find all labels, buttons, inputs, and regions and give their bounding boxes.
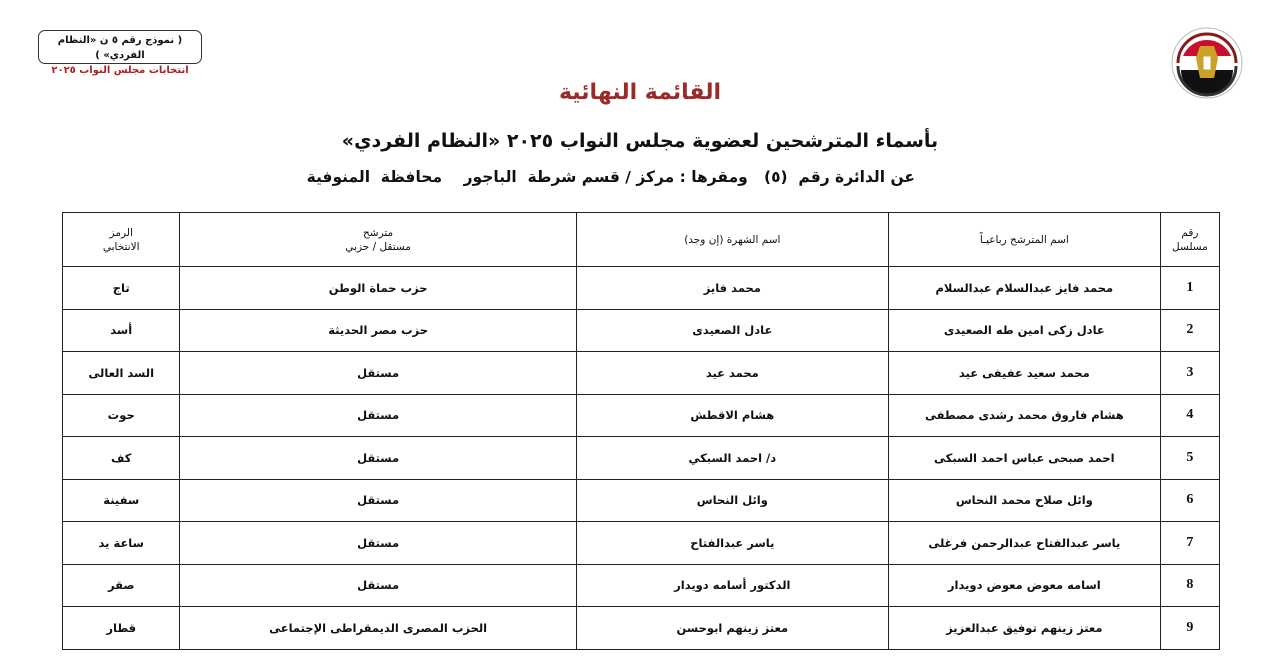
cell-party: مستقل (179, 393, 577, 437)
header-symbol-line1: الرمز (109, 226, 133, 239)
cell-name: اسامه معوض معوض دويدار (887, 563, 1161, 607)
cell-name: عادل زكى امين طه الصعيدى (887, 308, 1161, 352)
form-number-label: ( نموذج رقم ٥ ن «النظام الفردي» ) (57, 35, 183, 61)
page-title: القائمة النهائية (558, 80, 722, 105)
cell-nickname: محمد عيد (575, 351, 889, 395)
cell-number: 3 (1159, 351, 1221, 395)
cell-party: مستقل (179, 563, 577, 607)
cell-symbol: السد العالى (61, 351, 181, 395)
cell-number: 8 (1159, 563, 1221, 607)
cell-symbol: قطار (61, 606, 181, 650)
header-name: اسم المترشح رباعيـاً (887, 212, 1161, 267)
cell-party: مستقل (179, 436, 577, 480)
cell-symbol: تاج (61, 266, 181, 310)
cell-name: ياسر عبدالفتاح عبدالرحمن فرغلى (887, 521, 1161, 565)
table-row: 5 احمد صبحى عباس احمد السبكى د/ احمد السبك… (61, 436, 1221, 480)
form-number-box: ( نموذج رقم ٥ ن «النظام الفردي» ) انتخاب… (38, 30, 202, 76)
header-symbol-line2: الانتخابي (102, 240, 140, 253)
table-header-row: رقم مسلسل اسم المترشح رباعيـاً اسم الشهر… (61, 212, 1221, 267)
cell-nickname: معتز زينهم ابوحسن (575, 606, 889, 650)
table-row: 6 وائل صلاح محمد النحاس وائل النحاس مستقل سف… (61, 478, 1221, 522)
header-number: رقم مسلسل (1159, 212, 1221, 267)
cell-symbol: سفينة (61, 478, 181, 522)
header-number-line2: مسلسل (1172, 240, 1208, 253)
cell-nickname: الدكتور أسامه دويدار (575, 563, 889, 607)
cell-party: مستقل (179, 521, 577, 565)
cell-party: مستقل (179, 351, 577, 395)
cell-party: الحزب المصرى الديمقراطى الإجتماعى (179, 606, 577, 650)
cell-symbol: ساعة يد (61, 521, 181, 565)
cell-symbol: حوت (61, 393, 181, 437)
candidates-table: رقم مسلسل اسم المترشح رباعيـاً اسم الشهر… (61, 212, 1221, 650)
cell-party: حزب مصر الحديثة (179, 308, 577, 352)
cell-name: وائل صلاح محمد النحاس (887, 478, 1161, 522)
header-symbol: الرمز الانتخابي (61, 212, 181, 267)
cell-name: هشام فاروق محمد رشدى مصطفى (887, 393, 1161, 437)
header-party: مترشح مستقل / حزبي (179, 212, 577, 267)
cell-number: 5 (1159, 436, 1221, 480)
cell-name: محمد سعيد عفيفى عيد (887, 351, 1161, 395)
cell-nickname: عادل الصعيدى (575, 308, 889, 352)
cell-name: معتز زينهم توفيق عبدالعزيز (887, 606, 1161, 650)
cell-nickname: هشام الاقطش (575, 393, 889, 437)
table-row: 9 معتز زينهم توفيق عبدالعزيز معتز زينهم اب… (61, 606, 1221, 650)
cell-number: 4 (1159, 393, 1221, 437)
table-row: 1 محمد فايز عبدالسلام عبدالسلام محمد فايز ح… (61, 266, 1221, 310)
header-nickname: اسم الشهرة (إن وجد) (575, 212, 889, 267)
cell-name: محمد فايز عبدالسلام عبدالسلام (887, 266, 1161, 310)
header-number-line1: رقم (1181, 226, 1199, 239)
table-row: 7 ياسر عبدالفتاح عبدالرحمن فرغلى ياسر عبدا… (61, 521, 1221, 565)
cell-party: حزب حماة الوطن (179, 266, 577, 310)
cell-number: 2 (1159, 308, 1221, 352)
district-info: عن الدائرة رقم (٥) ومقرها : مركز / قسم ش… (306, 168, 915, 186)
cell-symbol: صقر (61, 563, 181, 607)
cell-nickname: د/ احمد السبكي (575, 436, 889, 480)
page-subtitle: بأسماء المترشحين لعضوية مجلس النواب ٢٠٢٥… (341, 130, 939, 152)
cell-number: 1 (1159, 266, 1221, 310)
cell-party: مستقل (179, 478, 577, 522)
cell-number: 7 (1159, 521, 1221, 565)
table-row: 8 اسامه معوض معوض دويدار الدكتور أسامه دوي… (61, 563, 1221, 607)
election-label: انتخابات مجلس النواب ٢٠٢٥ (51, 65, 189, 76)
table-row: 4 هشام فاروق محمد رشدى مصطفى هشام الاقطش مس… (61, 393, 1221, 437)
table-row: 2 عادل زكى امين طه الصعيدى عادل الصعيدى حزب… (61, 308, 1221, 352)
cell-number: 9 (1159, 606, 1221, 650)
header-party-line1: مترشح (363, 226, 394, 239)
cell-nickname: محمد فايز (575, 266, 889, 310)
cell-number: 6 (1159, 478, 1221, 522)
cell-symbol: أسد (61, 308, 181, 352)
cell-nickname: وائل النحاس (575, 478, 889, 522)
national-election-authority-logo (1171, 27, 1243, 99)
header-party-line2: مستقل / حزبي (345, 240, 411, 253)
cell-name: احمد صبحى عباس احمد السبكى (887, 436, 1161, 480)
table-row: 3 محمد سعيد عفيفى عيد محمد عيد مستقل السد ال… (61, 351, 1221, 395)
cell-nickname: ياسر عبدالفتاح (575, 521, 889, 565)
cell-symbol: كف (61, 436, 181, 480)
